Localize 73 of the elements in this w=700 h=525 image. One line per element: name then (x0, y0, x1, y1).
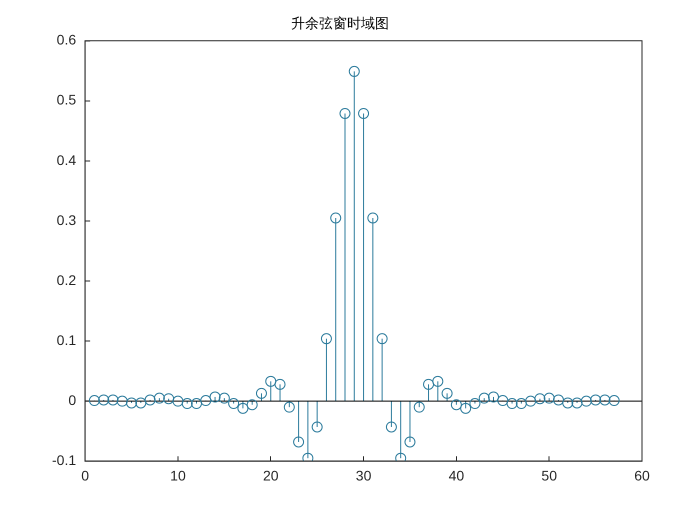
x-tick-label: 10 (170, 467, 186, 484)
point (478, 392, 490, 404)
point (516, 398, 527, 410)
point (599, 394, 610, 406)
point (191, 398, 202, 410)
point (580, 396, 592, 407)
point (395, 452, 406, 462)
x-tick-label: 30 (356, 467, 372, 484)
point (469, 398, 480, 410)
point (126, 397, 138, 408)
point (488, 391, 499, 402)
point (414, 402, 425, 413)
point (284, 402, 295, 413)
point (200, 395, 212, 406)
point (172, 396, 184, 407)
x-tick-label: 50 (541, 467, 558, 484)
y-tick-label: 0.2 (56, 272, 76, 288)
point (367, 212, 378, 224)
point (98, 394, 110, 406)
point (544, 392, 555, 404)
y-tick-label: 0.1 (56, 332, 76, 348)
point (432, 376, 444, 387)
point (320, 333, 332, 344)
point (590, 394, 602, 406)
point (376, 333, 388, 344)
point (330, 212, 342, 224)
point (608, 395, 620, 406)
point (154, 392, 165, 404)
point (534, 393, 546, 404)
point (182, 398, 193, 410)
point (442, 388, 453, 399)
point (348, 66, 360, 77)
y-tick-label: 0.3 (56, 212, 76, 228)
point (552, 394, 564, 406)
point (218, 392, 230, 404)
y-tick-label: 0.4 (56, 152, 76, 168)
point (135, 397, 146, 408)
x-tick-label: 0 (81, 467, 90, 484)
point (256, 388, 267, 399)
point (88, 395, 100, 406)
point (562, 397, 574, 408)
point (497, 395, 508, 406)
point (302, 452, 314, 462)
point (246, 399, 258, 410)
point (228, 398, 240, 410)
point (386, 421, 397, 432)
point (293, 436, 304, 448)
point (450, 399, 462, 410)
point (274, 378, 286, 390)
point (423, 378, 434, 390)
point (525, 396, 536, 407)
point (358, 108, 370, 119)
x-tick-label: 60 (634, 467, 650, 484)
y-tick-label: 0.5 (56, 92, 76, 108)
x-tick-label: 40 (448, 467, 464, 484)
point (210, 391, 221, 402)
point (163, 393, 174, 404)
point (506, 398, 518, 410)
point (312, 421, 323, 432)
point (144, 394, 156, 406)
point (237, 402, 248, 414)
point (116, 396, 128, 407)
point (460, 402, 472, 414)
point (265, 376, 276, 387)
y-tick-label: 0.6 (56, 32, 76, 48)
point (572, 397, 583, 408)
point (107, 394, 118, 406)
y-tick-label: -0.1 (52, 452, 76, 468)
point (340, 108, 350, 119)
chart-title: 升余弦窗时域图 (291, 16, 389, 32)
y-tick-label: 0 (68, 392, 76, 408)
x-tick-label: 20 (262, 467, 279, 484)
point (404, 436, 416, 448)
